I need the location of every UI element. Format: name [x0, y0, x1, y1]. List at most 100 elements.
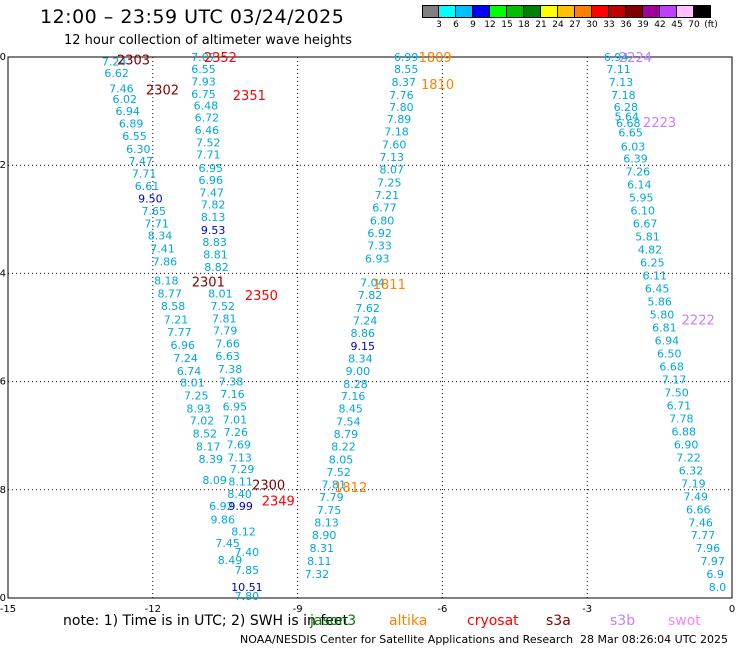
wave-height-value: 6.45	[645, 283, 670, 296]
color-scale-swatch	[660, 5, 677, 18]
lon-tick-label: -3	[582, 604, 592, 615]
pass-time-label: 2351	[233, 89, 266, 104]
lat-tick-label: -26	[0, 377, 6, 388]
legend-item-s3b: s3b	[610, 613, 636, 629]
color-scale-label: 15	[501, 20, 513, 30]
color-scale-swatch	[439, 5, 456, 18]
wave-height-value: 6.30	[126, 143, 151, 156]
color-scale-swatch	[626, 5, 643, 18]
lon-tick-label: -15	[0, 604, 16, 615]
wave-height-value: 7.16	[220, 388, 245, 401]
color-scale-swatch	[490, 5, 507, 18]
color-scale-swatch	[677, 5, 694, 18]
color-scale-swatch	[473, 5, 490, 18]
wave-height-value: 8.90	[312, 529, 337, 542]
wave-height-value: 8.05	[329, 454, 354, 467]
wave-height-value: 9.50	[138, 193, 163, 206]
wave-height-value: 8.55	[394, 63, 419, 76]
wave-height-value: 7.77	[167, 326, 192, 339]
wave-height-value: 6.71	[667, 399, 692, 412]
wave-height-value: 5.80	[650, 309, 675, 322]
wave-height-value: 8.11	[228, 476, 253, 489]
wave-height-value: 7.62	[355, 302, 380, 315]
wave-height-value: 7.69	[226, 438, 251, 451]
pass-time-label: 2350	[245, 289, 278, 304]
wave-height-value: 6.9	[706, 568, 724, 581]
wave-height-value: 8.11	[307, 555, 332, 568]
wave-height-value: 8.12	[231, 525, 256, 538]
wave-height-value: 7.45	[215, 537, 240, 550]
wave-height-value: 7.65	[142, 205, 167, 218]
wave-height-value: 7.13	[609, 76, 634, 89]
wave-height-value: 6.94	[604, 51, 629, 64]
color-scale-label: 9	[470, 20, 476, 30]
wave-height-value: 7.96	[696, 542, 721, 555]
wave-height-value: 7.21	[164, 313, 189, 326]
wave-height-value: 8.49	[218, 554, 243, 567]
map-frame	[7, 56, 733, 599]
wave-height-value: 8.09	[202, 474, 227, 487]
wave-height-value: 7.18	[611, 89, 636, 102]
color-scale-swatch	[524, 5, 541, 18]
wave-height-value: 6.67	[633, 218, 658, 231]
wave-height-value: 7.46	[109, 82, 134, 95]
wave-height-value: 7.80	[235, 590, 260, 603]
wave-height-value: 6.72	[195, 112, 220, 125]
wave-height-value: 6.89	[119, 118, 144, 131]
wave-height-value: 7.24	[102, 55, 127, 68]
wave-height-value: 6.92	[209, 500, 234, 513]
wave-height-value: 8.01	[180, 377, 205, 390]
lat-tick-label: -28	[0, 485, 6, 496]
color-scale-label: 21	[535, 20, 547, 30]
wave-height-value: 7.78	[669, 412, 694, 425]
color-scale-label: 33	[603, 20, 615, 30]
wave-height-value: 7.75	[317, 504, 342, 517]
wave-height-value: 6.95	[223, 400, 248, 413]
wave-height-value: 6.55	[191, 63, 216, 76]
wave-height-value: 6.65	[618, 127, 643, 140]
wave-height-value: 8.01	[208, 287, 233, 300]
wave-height-value: 5.81	[635, 231, 660, 244]
color-scale-swatch	[694, 5, 711, 18]
wave-height-value: 7.77	[691, 529, 716, 542]
color-scale-labels: 3 6 9 12 15 18 21 24 27 30 33 36 39 42 45 70 (ft)	[422, 20, 740, 34]
color-scale-swatch	[422, 5, 439, 18]
wave-height-value: 6.48	[194, 100, 219, 113]
wave-height-value: 7.32	[305, 568, 330, 581]
wave-height-value: 8.45	[338, 403, 363, 416]
wave-height-value: 8.58	[161, 300, 186, 313]
legend-item-jason3: jason3	[310, 613, 357, 629]
wave-height-value: 7.13	[227, 451, 252, 464]
wave-height-value: 8.93	[186, 403, 211, 416]
wave-height-value: 7.26	[224, 426, 249, 439]
color-scale-label: 27	[569, 20, 581, 30]
wave-height-value: 7.71	[144, 218, 169, 231]
wave-height-value: 5.64	[615, 111, 640, 124]
wave-height-value: 8.07	[379, 164, 404, 177]
wave-height-value: 7.54	[336, 416, 361, 429]
wave-height-value: 7.81	[322, 478, 347, 491]
wave-height-value: 6.80	[370, 214, 395, 227]
color-scale-bar	[422, 5, 711, 18]
color-scale-swatch	[575, 5, 592, 18]
wave-height-value: 7.33	[367, 239, 392, 252]
wave-height-value: 5.86	[647, 296, 672, 309]
wave-height-value: 7.25	[377, 177, 402, 190]
pass-time-label: 2352	[204, 51, 237, 66]
wave-height-value: 7.46	[688, 516, 713, 529]
wave-height-value: 7.18	[384, 126, 409, 139]
lat-tick-label: -22	[0, 160, 6, 171]
wave-height-value: 6.28	[614, 101, 639, 114]
wave-height-value: 8.0	[709, 581, 727, 594]
wave-height-value: 8.39	[198, 453, 223, 466]
legend-item-swot: swot	[668, 613, 701, 629]
wave-height-value: 8.86	[351, 327, 376, 340]
wave-height-value: 7.79	[319, 491, 344, 504]
wave-height-value: 6.99	[394, 51, 419, 64]
wave-height-value: 8.37	[392, 76, 417, 89]
wave-height-value: 7.81	[212, 312, 237, 325]
pass-time-label: 2301	[192, 276, 225, 291]
wave-height-value: 7.47	[128, 155, 153, 168]
pass-time-label: 1811	[373, 278, 406, 293]
wave-height-value: 6.02	[113, 93, 138, 106]
